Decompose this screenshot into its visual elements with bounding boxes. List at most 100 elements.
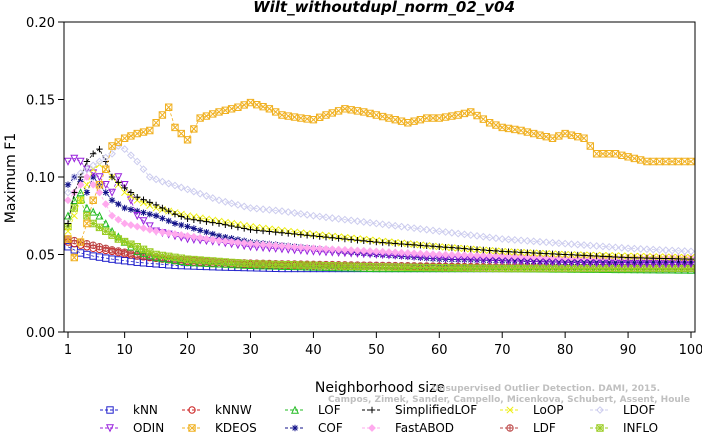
data-point	[650, 259, 657, 266]
data-point	[240, 202, 249, 211]
data-point	[605, 259, 613, 266]
y-tick-label: 0.20	[26, 16, 55, 31]
x-tick-label: 60	[431, 343, 448, 358]
data-point	[165, 207, 172, 215]
legend-item-knn: kNN	[100, 403, 158, 417]
legend-marker	[368, 406, 376, 414]
legend-label: ODIN	[133, 421, 164, 434]
data-point	[152, 119, 160, 127]
data-point	[687, 247, 695, 256]
data-point	[385, 248, 393, 256]
data-point	[473, 246, 481, 253]
data-point	[171, 211, 179, 218]
data-point	[139, 128, 148, 136]
data-point	[523, 236, 532, 245]
data-point	[353, 217, 362, 226]
x-tick-label: 70	[494, 343, 511, 358]
data-point	[189, 187, 198, 196]
data-point	[76, 188, 85, 197]
x-tick-label: 30	[242, 343, 259, 358]
data-point	[190, 225, 198, 232]
data-point	[284, 261, 292, 269]
data-point	[297, 261, 305, 269]
legend-marker	[291, 424, 299, 432]
data-point	[290, 113, 299, 121]
data-point	[498, 235, 507, 243]
legend-label: LOF	[318, 403, 341, 417]
data-point	[492, 121, 500, 129]
data-point	[480, 257, 487, 264]
data-point	[101, 181, 110, 190]
data-point	[322, 213, 330, 222]
data-point	[611, 243, 620, 252]
data-point	[580, 134, 588, 142]
x-tick-label: 100	[679, 343, 702, 358]
y-axis-label: Maximum F1	[3, 133, 19, 223]
data-point	[643, 259, 651, 266]
data-point	[473, 264, 481, 272]
data-point	[599, 259, 607, 266]
data-point	[102, 244, 110, 252]
data-point	[89, 180, 98, 189]
data-point	[398, 240, 405, 248]
data-point	[265, 205, 274, 214]
data-point	[461, 245, 468, 252]
data-point	[391, 115, 399, 124]
data-point	[517, 264, 525, 273]
data-point	[542, 264, 550, 273]
data-point	[454, 111, 462, 119]
data-point	[139, 245, 148, 254]
data-point	[586, 241, 595, 250]
data-point	[435, 250, 444, 259]
data-point	[64, 227, 72, 235]
data-point	[89, 161, 98, 170]
data-point	[334, 214, 343, 223]
data-point	[316, 233, 323, 240]
data-point	[454, 256, 462, 263]
data-point	[271, 206, 280, 215]
data-point	[309, 261, 318, 270]
legend-label: FastABOD	[395, 421, 454, 434]
data-point	[492, 234, 500, 243]
data-point	[146, 199, 154, 206]
data-point	[265, 241, 274, 249]
data-point	[140, 209, 147, 216]
data-point	[252, 240, 261, 249]
legend: kNN kNNW LOF SimplifiedLOF LoOP LDOF ODIN KDEOS…	[100, 403, 658, 434]
data-point	[196, 233, 205, 242]
data-point	[448, 256, 456, 263]
data-point	[416, 249, 425, 258]
data-point	[133, 129, 141, 138]
legend-item-ldf: LDF	[500, 421, 556, 434]
legend-label: INFLO	[623, 421, 658, 434]
data-point	[158, 228, 167, 237]
data-point	[253, 227, 260, 234]
data-point	[373, 238, 380, 246]
x-tick-label: 1	[64, 343, 72, 358]
data-point	[561, 129, 569, 138]
data-point	[196, 217, 204, 224]
data-point	[435, 227, 444, 236]
data-point	[208, 194, 217, 202]
data-point	[145, 222, 154, 231]
data-point	[480, 246, 487, 254]
data-point	[618, 151, 626, 159]
data-point	[178, 221, 185, 229]
series-line-ldof	[67, 145, 692, 252]
data-point	[83, 181, 91, 189]
data-point	[77, 196, 85, 204]
x-tick-label: 50	[368, 343, 385, 358]
data-point	[133, 222, 142, 231]
data-point	[202, 256, 211, 265]
data-point	[82, 165, 91, 174]
data-point	[291, 230, 298, 238]
data-point	[447, 228, 456, 237]
data-point	[328, 109, 337, 117]
data-point	[284, 242, 293, 251]
data-point	[252, 204, 261, 213]
data-point	[246, 239, 255, 248]
data-point	[403, 223, 412, 232]
data-point	[353, 246, 362, 255]
data-point	[524, 249, 531, 256]
data-point	[183, 185, 192, 194]
